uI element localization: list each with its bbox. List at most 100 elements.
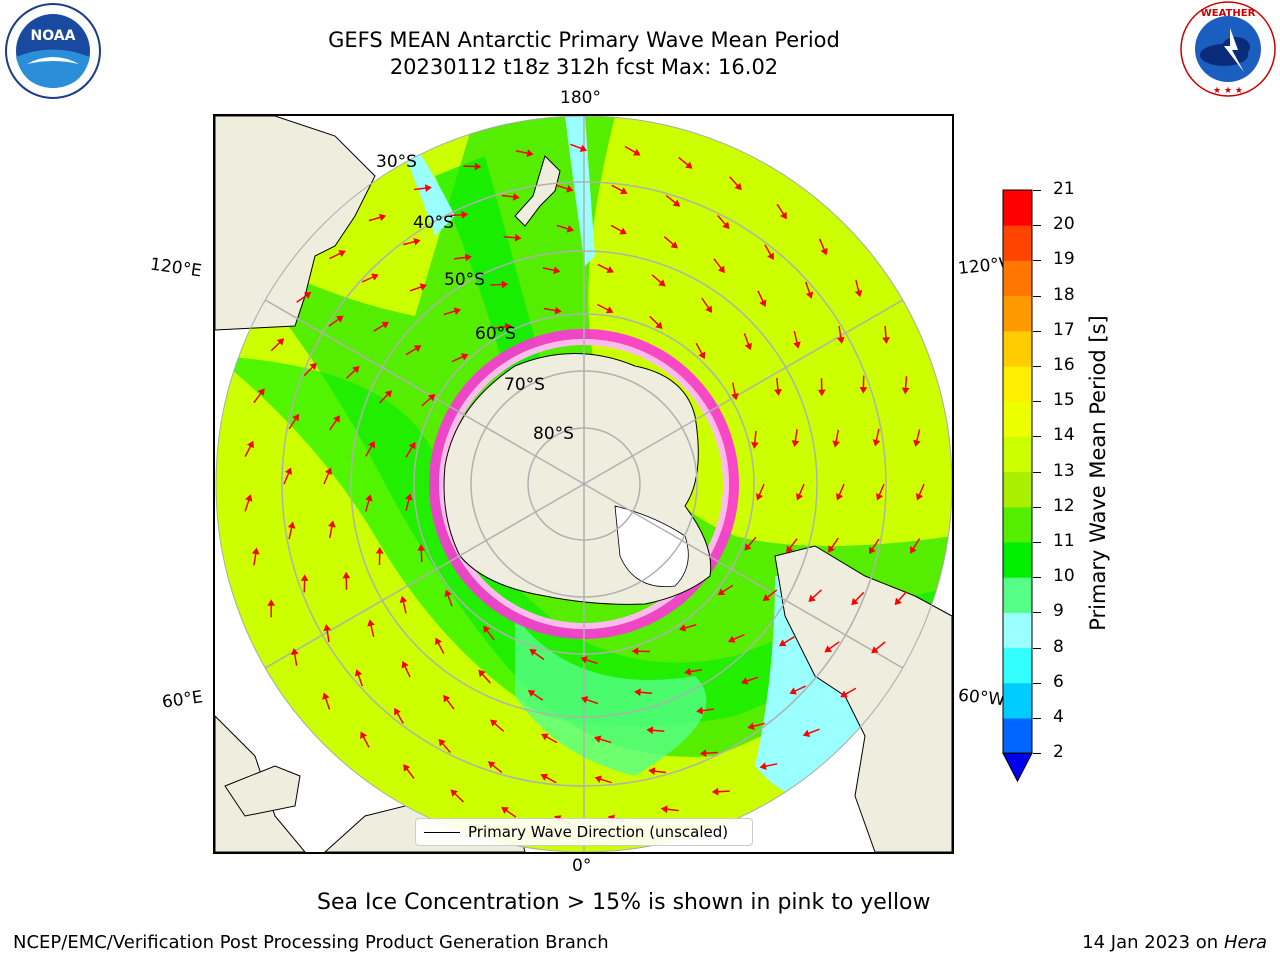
wave-arrow-shaft — [404, 666, 411, 678]
madagascar-land — [224, 765, 301, 817]
wave-arrow-shaft — [918, 483, 925, 496]
colorbar-tick-label: 14 — [1053, 425, 1075, 446]
wave-arrow-shaft — [532, 692, 544, 701]
colorbar-tick-mark — [1033, 647, 1041, 649]
colorbar-segment — [1003, 647, 1032, 684]
wave-arrow-head — [685, 161, 693, 169]
wave-arrow-head — [303, 292, 312, 299]
lat-label-60s: 60°S — [475, 324, 516, 344]
wave-arrow-shaft — [454, 793, 464, 803]
colorbar-tick-mark — [1033, 295, 1041, 297]
wave-arrow-head — [292, 413, 300, 422]
lon-label-120e: 120°E — [148, 254, 203, 282]
wave-arrow-head — [767, 252, 774, 261]
wave-arrow-shaft — [370, 624, 375, 637]
wave-arrow-head — [540, 773, 549, 781]
wave-arrow-shaft — [754, 430, 757, 443]
wave-arrow-head — [554, 306, 562, 315]
wave-arrow-shaft — [818, 238, 825, 251]
wave-arrow-head — [408, 441, 416, 450]
wave-arrow-head — [427, 394, 436, 402]
wave-arrow-shaft — [652, 729, 665, 733]
wave-arrow-head — [774, 389, 782, 396]
wave-arrow-shaft — [441, 742, 451, 754]
wave-arrow-head — [246, 440, 254, 449]
wave-arrow-head — [851, 597, 859, 606]
lat-label-40s: 40°S — [413, 213, 454, 233]
wave-arrow-shaft — [830, 537, 839, 549]
wave-arrow-head — [399, 595, 408, 603]
sea-ice-note: Sea Ice Concentration > 15% is shown in … — [317, 890, 931, 915]
wave-arrow-head — [670, 241, 678, 249]
colorbar-tick-label: 11 — [1053, 531, 1075, 551]
colorbar-segment — [1003, 436, 1032, 473]
wave-arrow-head — [443, 694, 451, 703]
wave-arrow-shaft — [481, 673, 491, 684]
wave-arrow-head — [793, 341, 801, 349]
wave-arrow-head — [740, 677, 749, 685]
wave-arrow-head — [631, 647, 639, 656]
wave-arrow-head — [403, 764, 411, 772]
wave-arrow-shaft — [713, 258, 722, 269]
wave-arrow-head — [734, 182, 742, 191]
wave-arrow-head — [419, 283, 428, 291]
wave-arrow-head — [461, 210, 469, 219]
wave-arrow-shaft — [765, 763, 778, 767]
wave-arrow-head — [365, 494, 373, 502]
wave-arrow-shaft — [808, 728, 820, 735]
wave-arrow-head — [835, 493, 844, 501]
wave-arrow-head — [678, 624, 687, 632]
wave-arrow-head — [323, 624, 332, 632]
wave-arrow-head — [795, 493, 804, 501]
wave-arrow-head — [566, 225, 575, 233]
colorbar-tick-mark — [1033, 471, 1041, 473]
wave-arrow-head — [527, 690, 536, 697]
wave-arrow-head — [284, 467, 293, 475]
wave-arrow-head — [464, 253, 472, 262]
wave-arrow-shaft — [453, 256, 467, 260]
colorbar-tick-label: 2 — [1053, 742, 1064, 763]
wave-arrow-shaft — [689, 669, 703, 673]
colorbar — [1002, 189, 1033, 783]
wave-arrow-shaft — [437, 642, 445, 654]
lon-label-0: 0° — [572, 856, 592, 876]
colorbar-tick-label: 13 — [1053, 460, 1075, 481]
wave-arrow-head — [711, 787, 719, 796]
wave-arrow-shaft — [717, 790, 730, 793]
wave-arrow-head — [699, 749, 707, 758]
wave-arrow-shaft — [904, 376, 908, 389]
wave-arrow-head — [696, 706, 704, 715]
wave-arrow-shaft — [838, 325, 842, 339]
lat-label-30s: 30°S — [376, 152, 417, 172]
colorbar-segment — [1003, 190, 1032, 226]
wave-arrow-shaft — [695, 342, 703, 355]
colorbar-tick-label: 9 — [1053, 601, 1064, 622]
wave-arrow-shaft — [804, 281, 811, 294]
wave-arrow-head — [501, 806, 509, 814]
wave-arrow-shaft — [666, 808, 679, 812]
colorbar-segment — [1003, 330, 1032, 367]
wave-arrow-shaft — [663, 236, 674, 246]
new-zealand-land — [514, 155, 561, 227]
svg-text:NOAA: NOAA — [31, 28, 76, 44]
wave-arrow-shaft — [545, 776, 557, 784]
legend-label: Primary Wave Direction (unscaled) — [468, 823, 729, 841]
wave-arrow-shaft — [610, 224, 623, 232]
wave-arrow-head — [705, 305, 713, 314]
colorbar-segment — [1003, 295, 1032, 332]
wave-arrow-head — [478, 669, 486, 678]
colorbar-segment — [1003, 577, 1032, 613]
wave-arrow-shaft — [764, 244, 772, 256]
svg-text:WEATHER: WEATHER — [1201, 8, 1256, 19]
colorbar-tick-mark — [1033, 190, 1041, 191]
wave-arrow-shaft — [747, 536, 757, 547]
wave-arrow-shaft — [403, 240, 416, 246]
lat-label-50s: 50°S — [444, 270, 485, 290]
wave-arrow-shaft — [875, 428, 880, 441]
wave-arrow-head — [901, 387, 910, 395]
wave-arrow-shaft — [701, 297, 710, 309]
wave-arrow-shaft — [812, 589, 823, 599]
wave-arrow-shaft — [746, 676, 759, 682]
wave-arrow-head — [287, 521, 296, 529]
wave-arrow-head — [435, 637, 442, 646]
